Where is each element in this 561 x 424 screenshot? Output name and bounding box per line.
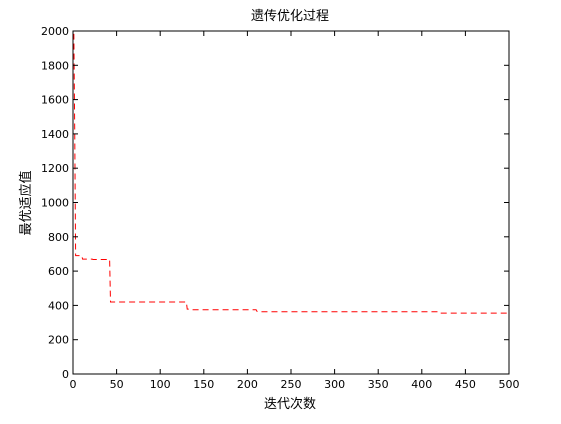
y-tick-label: 400 xyxy=(48,299,69,312)
x-tick-label: 50 xyxy=(110,378,124,391)
x-tick-label: 100 xyxy=(150,378,171,391)
x-tick-label: 200 xyxy=(237,378,258,391)
x-tick-label: 350 xyxy=(368,378,389,391)
chart-title: 遗传优化过程 xyxy=(251,9,329,24)
x-tick-label: 250 xyxy=(281,378,302,391)
y-tick-label: 2000 xyxy=(41,25,69,38)
x-tick-label: 150 xyxy=(193,378,214,391)
x-tick-label: 400 xyxy=(411,378,432,391)
y-tick-label: 600 xyxy=(48,265,69,278)
y-tick-label: 200 xyxy=(48,334,69,347)
x-tick-label: 0 xyxy=(70,378,77,391)
y-tick-label: 1600 xyxy=(41,94,69,107)
y-tick-label: 0 xyxy=(62,368,69,381)
y-axis-title: 最优适应值 xyxy=(18,170,34,235)
y-tick-label: 800 xyxy=(48,231,69,244)
y-tick-label: 1000 xyxy=(41,197,69,210)
x-tick-label: 300 xyxy=(324,378,345,391)
x-axis-title: 迭代次数 xyxy=(264,396,316,412)
y-tick-label: 1400 xyxy=(41,128,69,141)
watermark: https://blog.csdn.net/TIQCmatlab xyxy=(353,397,552,411)
series-line-0 xyxy=(73,33,509,314)
x-tick-label: 450 xyxy=(455,378,476,391)
y-tick-label: 1200 xyxy=(41,162,69,175)
y-tick-label: 1800 xyxy=(41,59,69,72)
x-tick-label: 500 xyxy=(499,378,520,391)
plot-area xyxy=(73,31,509,374)
